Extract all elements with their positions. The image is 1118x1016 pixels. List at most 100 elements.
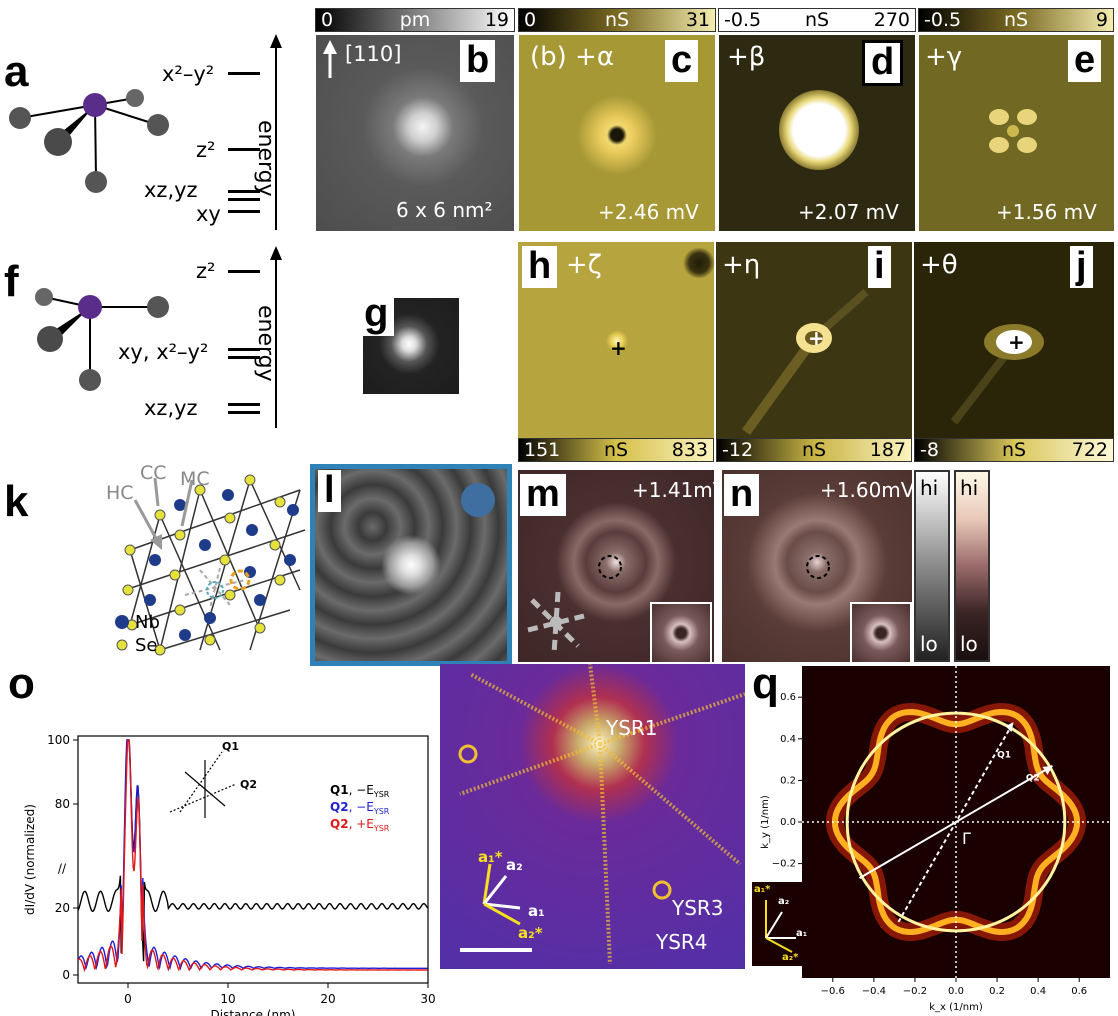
- level-f-1: z²: [196, 259, 216, 283]
- dIdV-map-m: [518, 470, 714, 664]
- legend-entry: Q2, −EYSR: [330, 800, 390, 816]
- x-tick-label: −0.4: [862, 986, 886, 997]
- state-label-h: +ζ: [566, 250, 602, 280]
- inset-a1: a₁: [796, 928, 808, 939]
- state-label-e: +γ: [925, 42, 963, 72]
- x-tick-label: 0.6: [1071, 986, 1087, 997]
- level-a-1: x²–y²: [162, 62, 215, 86]
- y-tick-label: 0.0: [780, 817, 796, 828]
- dIdV-map-i: +: [716, 242, 912, 438]
- panel-c-label: c: [665, 40, 699, 82]
- level-line: [228, 356, 260, 359]
- x-tick-label: 0.0: [948, 986, 964, 997]
- level-line: [228, 190, 260, 193]
- vector-a1: a₁: [528, 902, 545, 920]
- level-line: [228, 348, 260, 351]
- y-tick-label: −0.2: [772, 859, 796, 870]
- colorbar-j: -8 nS 722: [914, 438, 1114, 462]
- panel-f-label: f: [4, 257, 19, 306]
- q2-label: Q2: [1026, 773, 1040, 783]
- level-line: [228, 148, 260, 151]
- y-tick-label: 0.2: [780, 775, 796, 786]
- x-tick-label: 0: [124, 992, 132, 1006]
- level-a-2: z²: [196, 138, 216, 162]
- panel-j-label: j: [1070, 246, 1093, 288]
- fermi-surface: [831, 708, 1081, 936]
- lattice-diagram-k: [115, 474, 306, 656]
- arrow-label-q2: Q2: [240, 778, 257, 791]
- legend-entry: Q2, +EYSR: [330, 817, 390, 833]
- level-f-2: xy, x²–y²: [118, 340, 209, 364]
- state-label-i: +η: [722, 250, 761, 280]
- vector-q1-head: [1005, 722, 1014, 733]
- colorbar-b: 0 pm 19: [315, 8, 515, 32]
- y-axis-label: k_y (1/nm): [760, 795, 771, 849]
- series-q2-pos: [77, 739, 428, 973]
- vector-q2: [858, 764, 1054, 880]
- direction-label: [110]: [345, 42, 402, 66]
- energy-label-a: energy: [253, 120, 278, 197]
- fft-map-p: [440, 663, 746, 969]
- colorscale-gray: hi lo: [914, 470, 950, 662]
- panel-d-label: d: [862, 40, 904, 86]
- marker-dot: [461, 483, 495, 517]
- energy-arrow-icon: [270, 246, 282, 428]
- level-f-3: xz,yz: [144, 396, 198, 420]
- panel-g-label: g: [358, 292, 395, 336]
- energy-arrow-icon: [270, 34, 282, 230]
- ysr-label-4: YSR4: [656, 930, 708, 954]
- x-tick-label: −0.2: [903, 986, 927, 997]
- level-a-4: xy: [196, 202, 221, 226]
- series-q2-neg: [77, 739, 428, 971]
- inset-a2: a₂: [778, 896, 790, 907]
- arrow-label-q1: Q1: [222, 740, 239, 753]
- state-label-c: (b) +α: [530, 42, 614, 72]
- panel-i-label: i: [868, 246, 891, 288]
- bias-label-e: +1.56 mV: [996, 200, 1097, 224]
- inset-a2star: a₂*: [782, 952, 799, 963]
- y-tick-label: 20: [55, 901, 70, 915]
- gamma-label: Γ: [962, 829, 971, 848]
- x-axis-label: Distance (nm): [211, 1008, 296, 1016]
- bias-label-m: +1.41mV: [632, 478, 727, 502]
- panel-o-label: o: [8, 659, 35, 708]
- bias-label-n: +1.60mV: [820, 478, 915, 502]
- legend-entry: Q1, −EYSR: [330, 783, 390, 799]
- site-label-mc: MC: [180, 468, 210, 490]
- colorbar-c: 0 nS 31: [518, 8, 716, 32]
- panel-b-label: b: [460, 40, 496, 82]
- y-tick-label: 80: [55, 797, 70, 811]
- direction-arrow-icon: [323, 40, 337, 78]
- ysr-label-3: YSR3: [672, 896, 724, 920]
- inset-q: a₁* a₂ a₁ a₂*: [752, 882, 810, 966]
- panel-k-label: k: [4, 477, 29, 526]
- level-line: [228, 403, 260, 406]
- level-line: [228, 72, 260, 75]
- site-label-cc: CC: [140, 462, 167, 484]
- line-chart-o: 0 10 20 30 0 20 80 100 // Distance (nm) dI/dV (nor…: [23, 733, 436, 1016]
- x-tick-label: 10: [220, 992, 235, 1006]
- level-a-3: xz,yz: [144, 178, 198, 202]
- energy-label-f: energy: [253, 305, 278, 382]
- panel-n-label: n: [724, 474, 760, 516]
- vector-a2: a₂: [506, 856, 523, 874]
- x-tick-label: 0.4: [1030, 986, 1046, 997]
- y-tick-label: 0.6: [780, 692, 796, 703]
- site-label-hc: HC: [106, 482, 134, 504]
- panel-a-label: a: [4, 47, 29, 96]
- vector-a2star: a₂*: [518, 924, 543, 942]
- panel-q-label: q: [752, 659, 779, 708]
- molecule-diagram-f: [35, 288, 169, 391]
- level-line: [228, 198, 260, 201]
- plot-frame: [77, 735, 429, 984]
- vector-a1star: a₁*: [478, 848, 503, 866]
- panel-l-label: l: [318, 470, 341, 512]
- q2-arrow: [169, 783, 237, 813]
- x-tick-label: 0.2: [989, 986, 1005, 997]
- molecule-diagram-a: [9, 89, 169, 193]
- y-tick-label: 0.4: [780, 734, 796, 745]
- state-label-d: +β: [727, 42, 766, 72]
- bias-label-d: +2.07 mV: [798, 200, 899, 224]
- axis-break-mark: //: [58, 862, 67, 876]
- y-tick-label: 100: [47, 733, 70, 747]
